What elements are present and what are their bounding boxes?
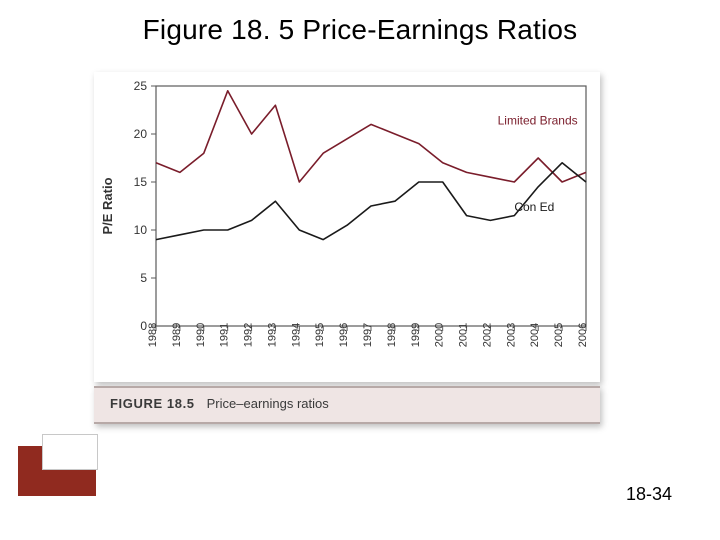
svg-text:1989: 1989 <box>171 323 183 347</box>
svg-text:2006: 2006 <box>577 323 589 347</box>
svg-text:1995: 1995 <box>314 323 326 347</box>
svg-text:1992: 1992 <box>243 323 255 347</box>
figure-number: FIGURE 18.5 <box>110 396 195 411</box>
page-number: 18-34 <box>626 484 672 505</box>
svg-text:2001: 2001 <box>458 323 470 347</box>
figure-caption: FIGURE 18.5 Price–earnings ratios <box>110 396 329 411</box>
svg-text:25: 25 <box>134 79 148 93</box>
svg-text:2005: 2005 <box>553 323 565 347</box>
textbook-logo <box>18 434 96 496</box>
svg-text:15: 15 <box>134 175 148 189</box>
svg-text:1994: 1994 <box>290 323 302 347</box>
figure-caption-text: Price–earnings ratios <box>207 396 329 411</box>
svg-text:2000: 2000 <box>434 323 446 347</box>
slide-title: Figure 18. 5 Price-Earnings Ratios <box>0 14 720 46</box>
svg-text:1993: 1993 <box>266 323 278 347</box>
svg-text:1990: 1990 <box>195 323 207 347</box>
svg-text:2002: 2002 <box>481 323 493 347</box>
svg-text:1999: 1999 <box>410 323 422 347</box>
pe-chart: 0510152025P/E Ratio198819891990199119921… <box>94 72 600 382</box>
svg-text:1997: 1997 <box>362 323 374 347</box>
svg-text:Limited Brands: Limited Brands <box>498 113 578 127</box>
svg-text:5: 5 <box>140 271 147 285</box>
svg-text:1996: 1996 <box>338 323 350 347</box>
svg-text:Con Ed: Con Ed <box>514 200 554 214</box>
svg-text:10: 10 <box>134 223 148 237</box>
svg-text:1991: 1991 <box>219 323 231 347</box>
figure-caption-bar: FIGURE 18.5 Price–earnings ratios <box>94 386 600 424</box>
svg-text:20: 20 <box>134 127 148 141</box>
svg-text:1988: 1988 <box>147 323 159 347</box>
svg-text:P/E Ratio: P/E Ratio <box>100 177 115 234</box>
svg-text:1998: 1998 <box>386 323 398 347</box>
svg-text:2004: 2004 <box>529 323 541 347</box>
line-chart-svg: 0510152025P/E Ratio198819891990199119921… <box>94 72 600 382</box>
svg-text:2003: 2003 <box>505 323 517 347</box>
